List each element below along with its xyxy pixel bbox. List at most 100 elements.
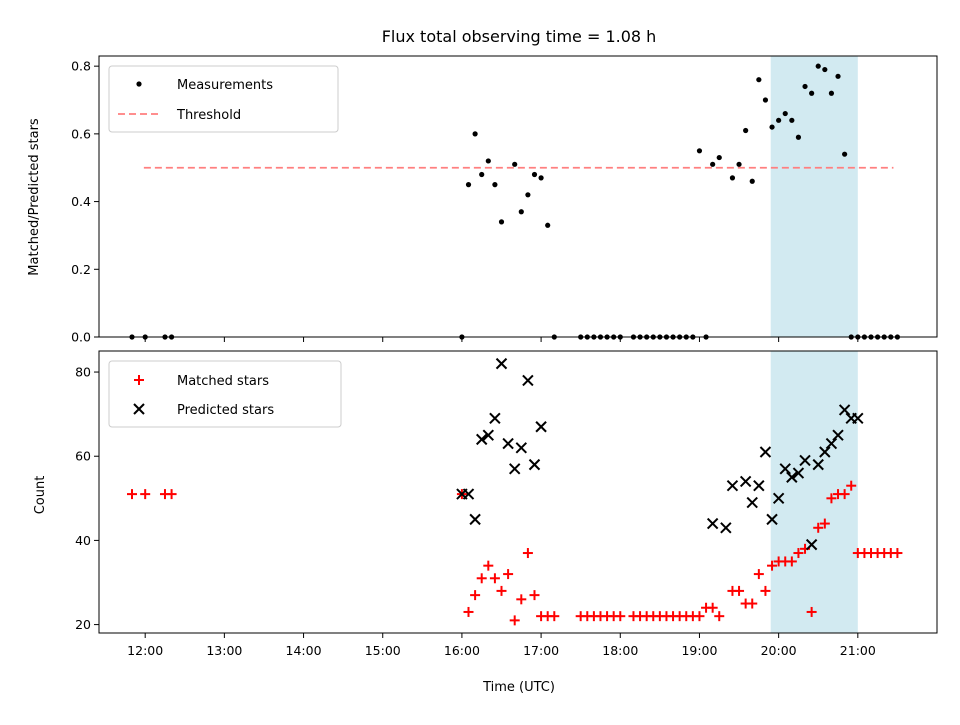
chart-title: Flux total observing time = 1.08 h xyxy=(382,27,657,46)
predicted-stars-series xyxy=(456,357,864,551)
predicted-star-point xyxy=(726,479,739,492)
legend-threshold-label: Threshold xyxy=(176,108,241,123)
bottom-y-tick-label: 60 xyxy=(75,449,91,464)
measurement-point xyxy=(782,110,788,117)
matched-star-point xyxy=(839,489,850,500)
matched-star-point xyxy=(463,606,474,617)
predicted-star-point xyxy=(759,446,772,458)
legend-measurements-marker xyxy=(136,81,142,87)
top-y-tick-label: 0.4 xyxy=(71,194,91,209)
legend-matched-label: Matched stars xyxy=(177,374,269,389)
measurement-point xyxy=(835,73,841,79)
matched-star-point xyxy=(786,556,797,567)
x-tick-label: 14:00 xyxy=(286,643,322,658)
matched-star-point xyxy=(753,569,764,580)
measurement-point xyxy=(789,117,795,123)
matched-star-point xyxy=(793,548,804,559)
measurement-point xyxy=(518,209,524,215)
measurement-point xyxy=(795,134,802,140)
top-y-tick-label: 0.0 xyxy=(71,330,91,345)
predicted-star-point xyxy=(482,429,495,441)
matched-star-point xyxy=(483,560,494,571)
predicted-star-point xyxy=(469,513,481,526)
predicted-star-point xyxy=(819,446,831,458)
matched-star-point xyxy=(126,489,137,500)
measurement-point xyxy=(756,77,762,83)
bottom-legend: Matched stars Predicted stars xyxy=(108,360,342,428)
predicted-star-point xyxy=(779,463,791,475)
measurement-point xyxy=(512,161,518,167)
legend-matched-marker xyxy=(134,375,144,385)
bottom-y-tick-label: 40 xyxy=(75,533,91,548)
predicted-star-point xyxy=(720,522,732,534)
predicted-star-point xyxy=(706,517,719,530)
predicted-star-point xyxy=(522,374,534,387)
bottom-axes-frame xyxy=(98,350,938,634)
measurement-point xyxy=(769,124,775,130)
predicted-star-point xyxy=(502,437,514,450)
measurement-point xyxy=(809,90,815,96)
top-y-ticks: 0.0 0.2 0.4 0.6 0.8 xyxy=(71,59,99,345)
matched-star-point xyxy=(615,611,626,622)
top-axes-frame xyxy=(98,55,938,338)
measurement-point xyxy=(716,154,722,161)
top-panel: 0.00.20.40.60.8 Matched/Predicted stars … xyxy=(27,55,938,345)
predicted-star-point xyxy=(832,429,844,441)
x-axis-label: Time (UTC) xyxy=(482,680,555,695)
measurement-point xyxy=(749,178,755,184)
x-tick-label: 18:00 xyxy=(602,643,638,658)
observing-window-shade-bottom xyxy=(770,351,858,633)
matched-star-point xyxy=(529,590,540,601)
matched-star-point xyxy=(760,585,771,596)
measurement-point xyxy=(828,90,835,96)
measurement-point xyxy=(743,127,749,134)
measurement-point xyxy=(472,131,478,137)
top-y-tick-label: 0.2 xyxy=(71,262,91,277)
predicted-star-point xyxy=(799,454,811,467)
x-tick-label: 21:00 xyxy=(840,643,876,658)
legend-measurements-label: Measurements xyxy=(177,78,273,93)
matched-star-point xyxy=(496,585,507,596)
x-tick-label: 17:00 xyxy=(523,643,559,658)
matched-star-point xyxy=(892,548,903,559)
predicted-star-point xyxy=(772,492,785,505)
matched-star-point xyxy=(549,611,560,622)
top-x-ticks xyxy=(144,337,859,342)
measurement-point xyxy=(545,222,551,228)
predicted-star-point xyxy=(825,437,838,450)
top-legend: Measurements Threshold xyxy=(108,65,339,133)
bottom-y-tick-label: 20 xyxy=(75,617,91,632)
predicted-star-point xyxy=(792,467,805,479)
measurement-point xyxy=(842,151,848,157)
matched-star-point xyxy=(694,611,705,622)
measurement-point xyxy=(736,161,742,167)
matched-star-point xyxy=(522,548,533,559)
matched-star-point xyxy=(819,518,830,529)
matched-star-point xyxy=(470,590,481,601)
bottom-x-ticks: 12:00 13:00 14:00 15:00 16:00 17:00 18:00 19:00… xyxy=(127,633,876,658)
x-tick-label: 20:00 xyxy=(761,643,797,658)
matched-stars-series xyxy=(126,480,903,626)
measurement-point xyxy=(525,192,531,198)
predicted-star-point xyxy=(495,357,508,370)
matched-star-point xyxy=(489,573,500,584)
matched-star-point xyxy=(714,611,725,622)
measurements-series xyxy=(129,63,901,340)
x-tick-label: 13:00 xyxy=(206,643,242,658)
x-tick-label: 16:00 xyxy=(444,643,480,658)
observing-window-shade-top xyxy=(770,56,858,337)
measurement-point xyxy=(492,182,498,188)
predicted-star-point xyxy=(739,475,752,488)
predicted-star-point xyxy=(852,412,864,425)
top-y-tick-label: 0.8 xyxy=(71,59,91,74)
measurement-point xyxy=(538,175,544,181)
predicted-star-point xyxy=(528,458,541,471)
matched-star-point xyxy=(747,598,758,609)
matched-star-point xyxy=(734,585,745,596)
predicted-star-point xyxy=(462,488,475,500)
measurement-point xyxy=(776,117,782,123)
measurement-point xyxy=(710,161,716,167)
matched-star-point xyxy=(516,594,527,605)
